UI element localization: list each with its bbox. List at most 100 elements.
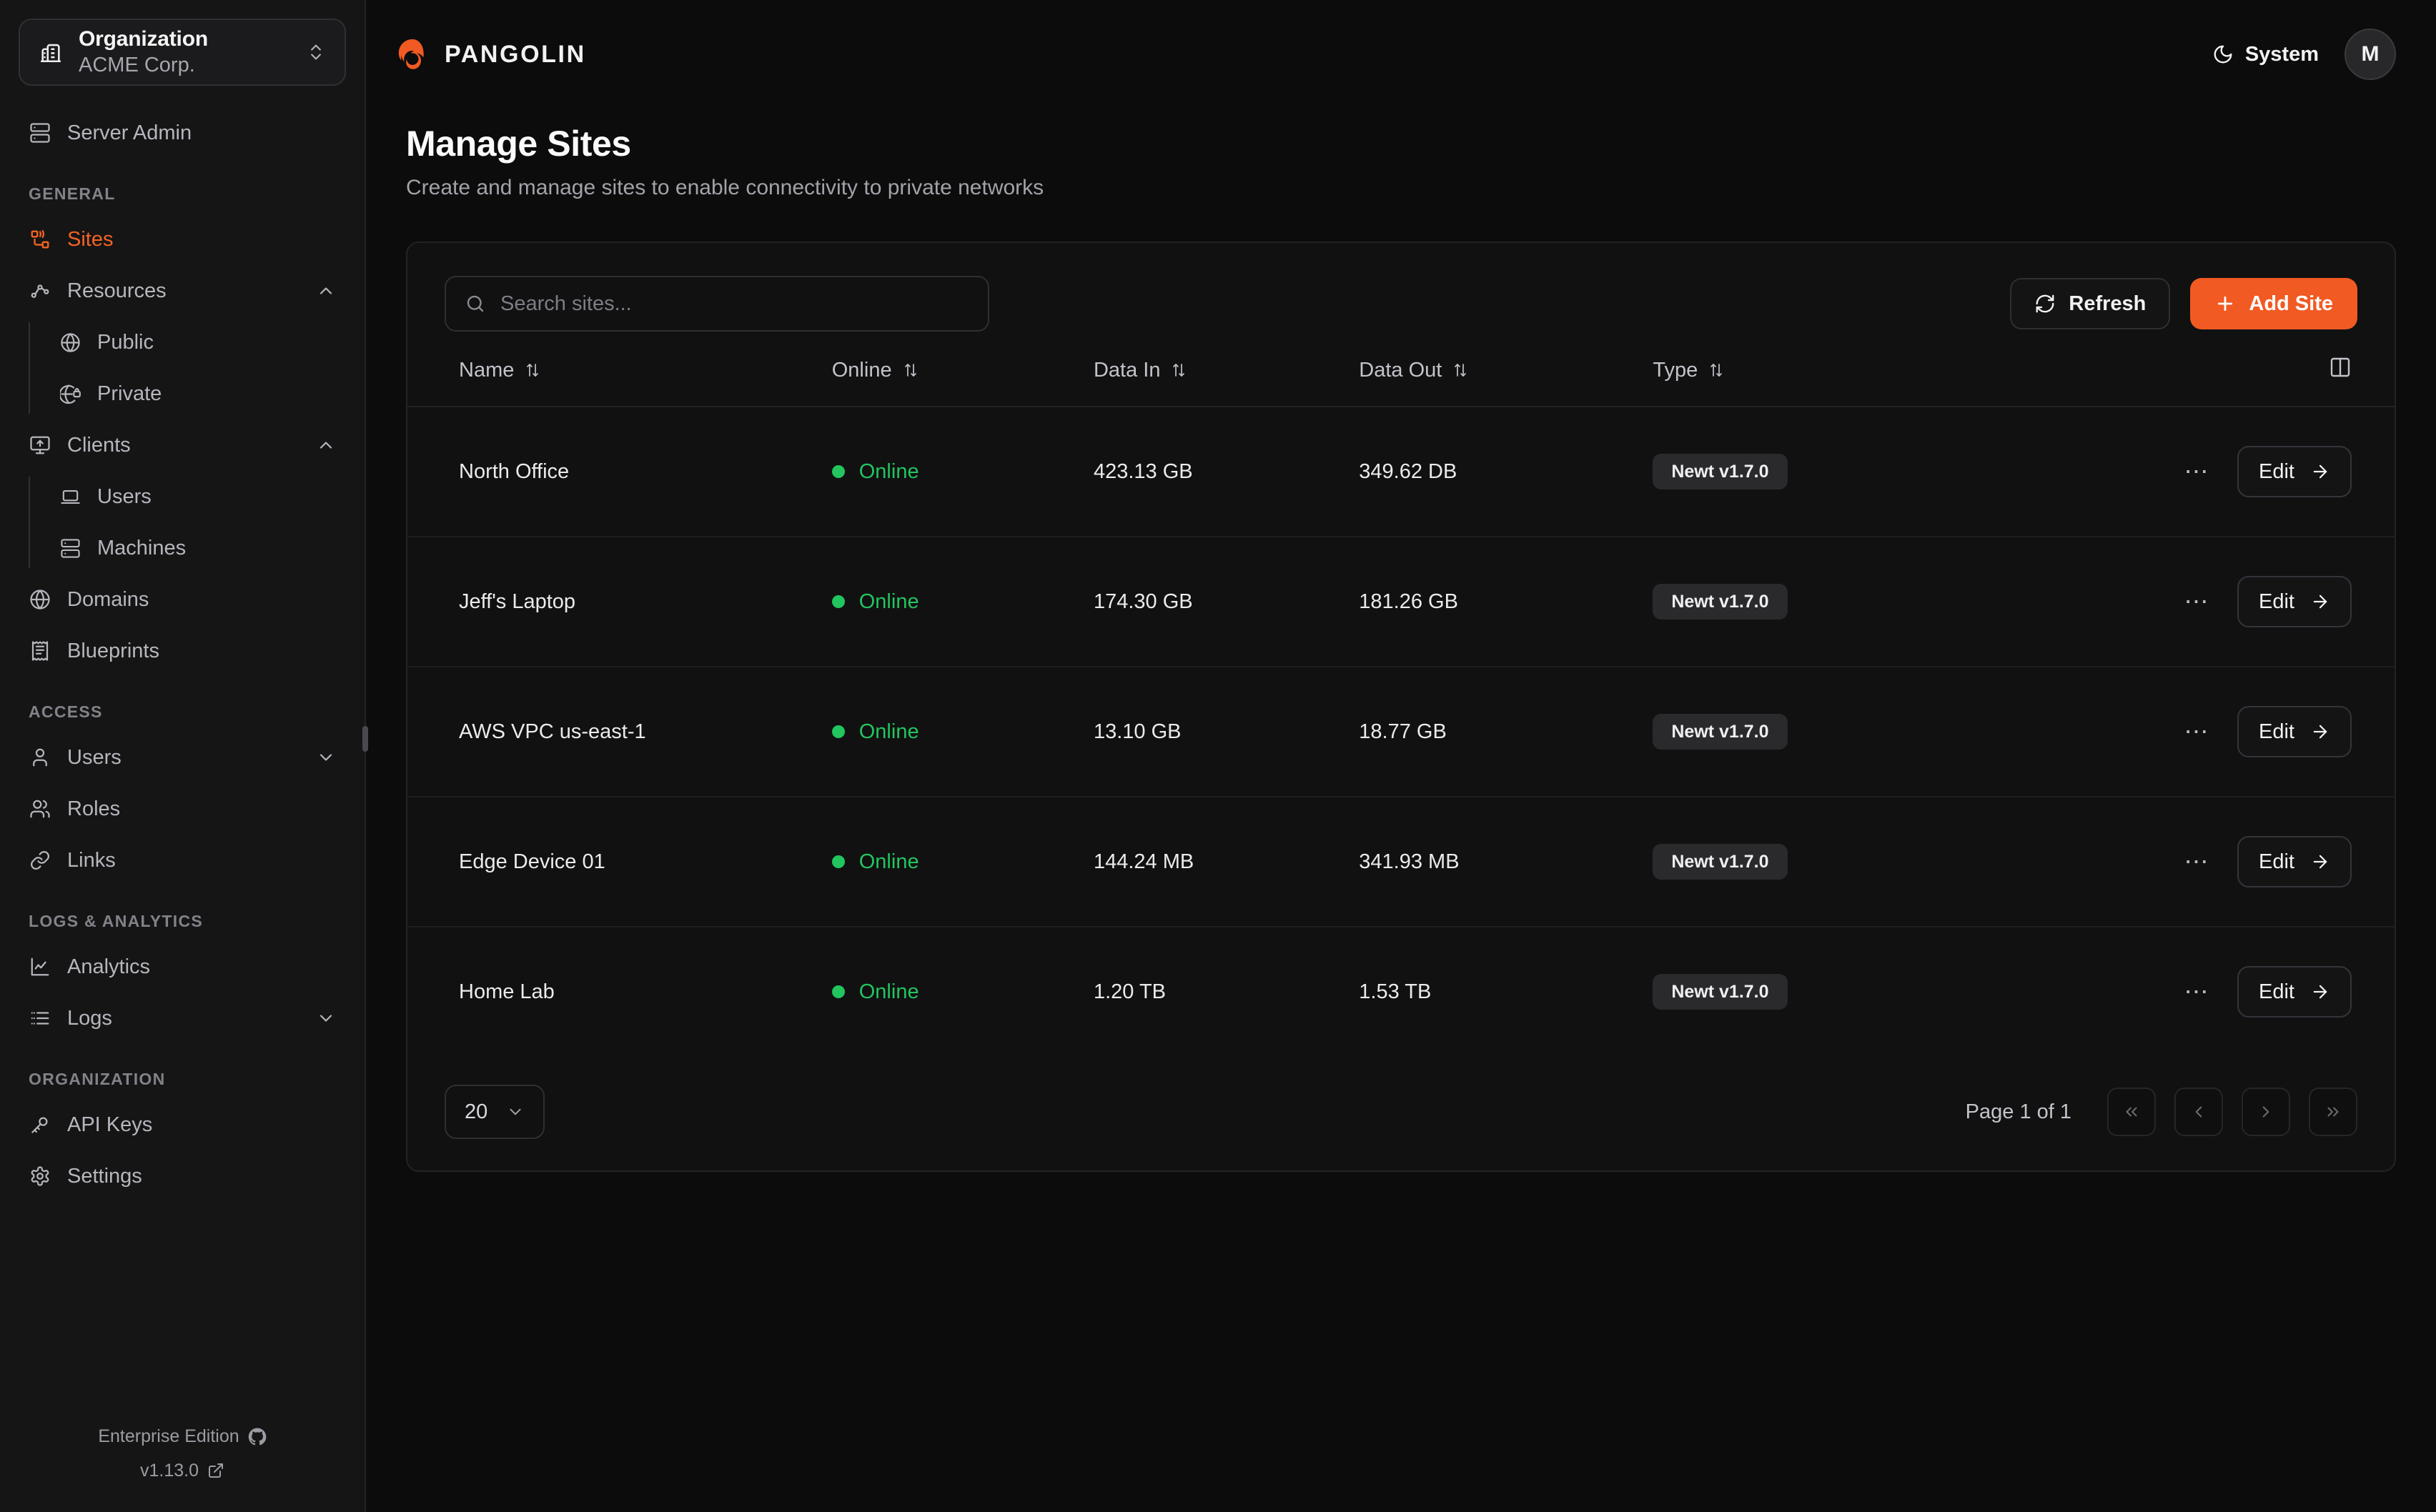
sidebar-item-logs[interactable]: Logs bbox=[0, 993, 365, 1044]
refresh-button[interactable]: Refresh bbox=[2010, 278, 2171, 329]
column-header-type[interactable]: Type bbox=[1653, 356, 2177, 407]
column-header-data-in[interactable]: Data In bbox=[1093, 356, 1360, 407]
table-row[interactable]: Home Lab Online 1.20 TB 1.53 TB Newt v1.… bbox=[407, 927, 2395, 1056]
sidebar-item-settings[interactable]: Settings bbox=[0, 1150, 365, 1202]
edit-button[interactable]: Edit bbox=[2237, 966, 2352, 1018]
cell-online: Online bbox=[831, 667, 1094, 797]
pangolin-logo bbox=[396, 38, 429, 71]
sidebar-item-server-admin[interactable]: Server Admin bbox=[0, 107, 365, 159]
globe-icon bbox=[59, 331, 81, 354]
sidebar-item-client-users[interactable]: Users bbox=[29, 471, 365, 522]
version-line[interactable]: v1.13.0 bbox=[0, 1454, 365, 1488]
sort-arrows-icon[interactable] bbox=[1170, 362, 1187, 379]
column-header-online[interactable]: Online bbox=[831, 356, 1094, 407]
cell-type: Newt v1.7.0 bbox=[1653, 797, 2177, 927]
first-page-button[interactable] bbox=[2107, 1088, 2156, 1136]
search-box[interactable] bbox=[445, 276, 989, 332]
chevron-down-icon[interactable] bbox=[316, 1008, 336, 1028]
toolbar-actions: Refresh Add Site bbox=[2010, 278, 2357, 329]
sidebar-item-public[interactable]: Public bbox=[29, 317, 365, 368]
sidebar-item-private[interactable]: Private bbox=[29, 368, 365, 419]
server-icon bbox=[29, 121, 51, 144]
ellipsis-icon[interactable]: ⋯ bbox=[2184, 978, 2211, 1005]
ellipsis-icon[interactable]: ⋯ bbox=[2184, 848, 2211, 875]
sidebar-item-label: Blueprints bbox=[67, 639, 159, 662]
chevron-up-icon[interactable] bbox=[316, 281, 336, 301]
sidebar-item-clients[interactable]: Clients bbox=[0, 419, 365, 471]
link-icon bbox=[29, 849, 51, 872]
pagination-controls: Page 1 of 1 bbox=[1966, 1088, 2357, 1136]
edit-button[interactable]: Edit bbox=[2237, 706, 2352, 757]
table-row[interactable]: Jeff's Laptop Online 174.30 GB 181.26 GB… bbox=[407, 537, 2395, 667]
edit-label: Edit bbox=[2259, 459, 2294, 483]
chevron-down-icon[interactable] bbox=[316, 747, 336, 767]
column-header-name[interactable]: Name bbox=[407, 356, 832, 407]
sidebar-item-resources[interactable]: Resources bbox=[0, 265, 365, 317]
sort-arrows-icon[interactable] bbox=[1708, 362, 1725, 379]
column-header-data-out[interactable]: Data Out bbox=[1359, 356, 1653, 407]
ellipsis-icon[interactable]: ⋯ bbox=[2184, 718, 2211, 745]
edit-button[interactable]: Edit bbox=[2237, 836, 2352, 887]
globe-lock-icon bbox=[59, 382, 81, 405]
prev-page-button[interactable] bbox=[2174, 1088, 2223, 1136]
sidebar-item-analytics[interactable]: Analytics bbox=[0, 941, 365, 993]
list-icon bbox=[29, 1007, 51, 1030]
sidebar-item-label: Clients bbox=[67, 433, 131, 457]
add-site-button[interactable]: Add Site bbox=[2190, 278, 2357, 329]
theme-toggle[interactable]: System bbox=[2212, 43, 2319, 66]
avatar[interactable]: M bbox=[2345, 29, 2396, 80]
cell-name: Jeff's Laptop bbox=[407, 537, 832, 667]
cell-online: Online bbox=[831, 407, 1094, 537]
cell-actions: ⋯ Edit bbox=[2176, 797, 2395, 927]
edit-button[interactable]: Edit bbox=[2237, 576, 2352, 627]
sidebar-item-api-keys[interactable]: API Keys bbox=[0, 1099, 365, 1150]
sidebar-section-access: ACCESS bbox=[29, 702, 103, 721]
column-label: Name bbox=[459, 358, 515, 382]
org-label: Organization bbox=[79, 27, 208, 51]
table-row[interactable]: Edge Device 01 Online 144.24 MB 341.93 M… bbox=[407, 797, 2395, 927]
arrow-right-icon bbox=[2310, 592, 2330, 612]
page-size-value: 20 bbox=[465, 1100, 488, 1123]
sort-arrows-icon[interactable] bbox=[902, 362, 919, 379]
sidebar-item-label: Server Admin bbox=[67, 121, 192, 144]
sidebar-item-sites[interactable]: Sites bbox=[0, 214, 365, 265]
arrow-right-icon bbox=[2310, 852, 2330, 872]
cell-name: Home Lab bbox=[459, 980, 555, 1003]
sort-arrows-icon[interactable] bbox=[524, 362, 541, 379]
org-switcher[interactable]: Organization ACME Corp. bbox=[19, 19, 346, 86]
next-page-button[interactable] bbox=[2242, 1088, 2290, 1136]
external-link-icon[interactable] bbox=[207, 1462, 224, 1479]
table-body: North Office Online 423.13 GB 349.62 DB … bbox=[407, 407, 2395, 1056]
sidebar-item-label: Links bbox=[67, 848, 116, 872]
sidebar-item-users[interactable]: Users bbox=[0, 732, 365, 783]
sidebar-item-blueprints[interactable]: Blueprints bbox=[0, 625, 365, 677]
search-input[interactable] bbox=[500, 292, 969, 316]
edit-button[interactable]: Edit bbox=[2237, 446, 2352, 497]
sidebar-item-label: Logs bbox=[67, 1006, 112, 1030]
edition-line[interactable]: Enterprise Edition bbox=[0, 1420, 365, 1454]
resources-icon bbox=[29, 279, 51, 302]
sidebar-resize-handle[interactable] bbox=[362, 726, 368, 752]
sidebar-item-machines[interactable]: Machines bbox=[29, 522, 365, 574]
sidebar-item-label: Users bbox=[97, 484, 152, 508]
table-row[interactable]: AWS VPC us-east-1 Online 13.10 GB 18.77 … bbox=[407, 667, 2395, 797]
gear-icon bbox=[29, 1165, 51, 1188]
ellipsis-icon[interactable]: ⋯ bbox=[2184, 458, 2211, 485]
brand[interactable]: PANGOLIN bbox=[396, 38, 586, 71]
sidebar-item-roles[interactable]: Roles bbox=[0, 783, 365, 835]
sidebar-item-domains[interactable]: Domains bbox=[0, 574, 365, 625]
monitor-up-icon bbox=[29, 434, 51, 457]
page-size-select[interactable]: 20 bbox=[445, 1085, 545, 1139]
type-badge: Newt v1.7.0 bbox=[1653, 844, 1788, 880]
edit-label: Edit bbox=[2259, 850, 2294, 873]
columns-icon[interactable] bbox=[2329, 356, 2352, 379]
sidebar-item-links[interactable]: Links bbox=[0, 835, 365, 886]
sort-arrows-icon[interactable] bbox=[1452, 362, 1469, 379]
last-page-button[interactable] bbox=[2309, 1088, 2357, 1136]
chevron-up-icon[interactable] bbox=[316, 435, 336, 455]
table-row[interactable]: North Office Online 423.13 GB 349.62 DB … bbox=[407, 407, 2395, 537]
ellipsis-icon[interactable]: ⋯ bbox=[2184, 588, 2211, 615]
github-icon[interactable] bbox=[248, 1428, 267, 1446]
key-icon bbox=[29, 1113, 51, 1136]
